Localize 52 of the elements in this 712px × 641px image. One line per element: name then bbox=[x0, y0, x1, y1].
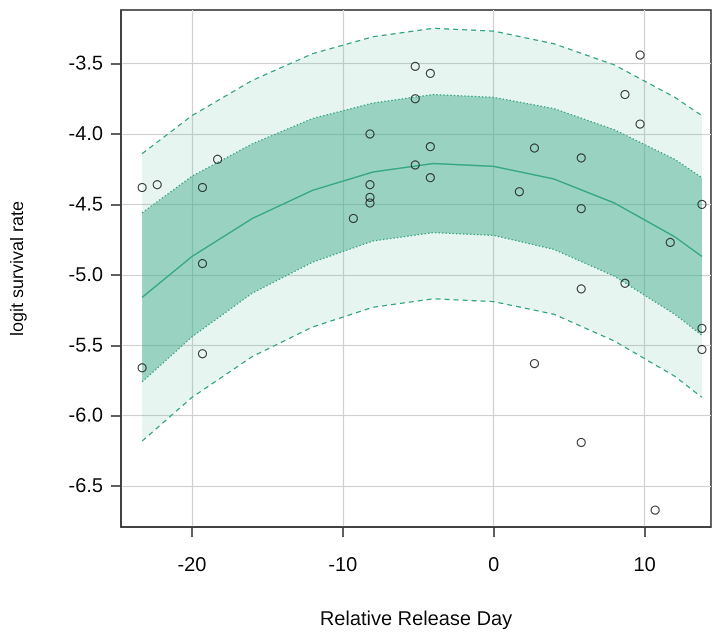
point bbox=[576, 284, 586, 294]
point bbox=[198, 349, 208, 358]
x-axis-title: Relative Release Day bbox=[320, 608, 512, 630]
line-series bbox=[141, 94, 703, 214]
y-tick-label: -4.0 bbox=[68, 122, 103, 145]
point bbox=[348, 214, 358, 224]
point bbox=[152, 180, 162, 190]
point bbox=[365, 129, 375, 139]
point bbox=[410, 160, 420, 170]
x-tick-label: -20 bbox=[177, 554, 206, 576]
point bbox=[410, 94, 420, 104]
point bbox=[576, 204, 586, 214]
point bbox=[697, 324, 707, 333]
line-series bbox=[141, 28, 703, 154]
y-tick-label: -6.0 bbox=[68, 404, 103, 427]
point bbox=[576, 438, 586, 448]
point bbox=[620, 90, 630, 100]
point bbox=[426, 173, 435, 182]
point bbox=[426, 142, 435, 152]
line-series bbox=[141, 232, 703, 383]
point bbox=[514, 187, 524, 196]
point bbox=[198, 182, 208, 192]
y-tick-label: -5.5 bbox=[68, 334, 103, 356]
point bbox=[576, 153, 586, 163]
point bbox=[697, 344, 707, 354]
y-axis-title: logit survival rate bbox=[7, 200, 27, 336]
point bbox=[365, 198, 375, 208]
point bbox=[198, 258, 208, 268]
point bbox=[666, 238, 675, 248]
point bbox=[138, 182, 147, 192]
point bbox=[530, 143, 540, 153]
point bbox=[212, 154, 222, 164]
point bbox=[410, 62, 420, 71]
y-tick-label: -5.0 bbox=[68, 264, 103, 286]
line-series bbox=[141, 162, 703, 298]
point bbox=[365, 180, 375, 190]
x-tick-label: -10 bbox=[328, 554, 358, 576]
point bbox=[365, 192, 375, 202]
point bbox=[138, 363, 147, 372]
point bbox=[650, 505, 660, 515]
x-tick-label: 0 bbox=[488, 554, 500, 576]
point bbox=[620, 278, 630, 288]
point bbox=[426, 68, 435, 78]
point bbox=[635, 120, 645, 129]
point bbox=[635, 50, 645, 60]
point bbox=[697, 200, 707, 209]
y-tick-label: -6.5 bbox=[68, 475, 103, 498]
line-series bbox=[141, 298, 703, 442]
y-tick-label: -3.5 bbox=[68, 52, 103, 75]
x-tick-label: 10 bbox=[633, 554, 656, 576]
y-tick-label: -4.5 bbox=[68, 193, 103, 216]
point bbox=[530, 358, 540, 368]
